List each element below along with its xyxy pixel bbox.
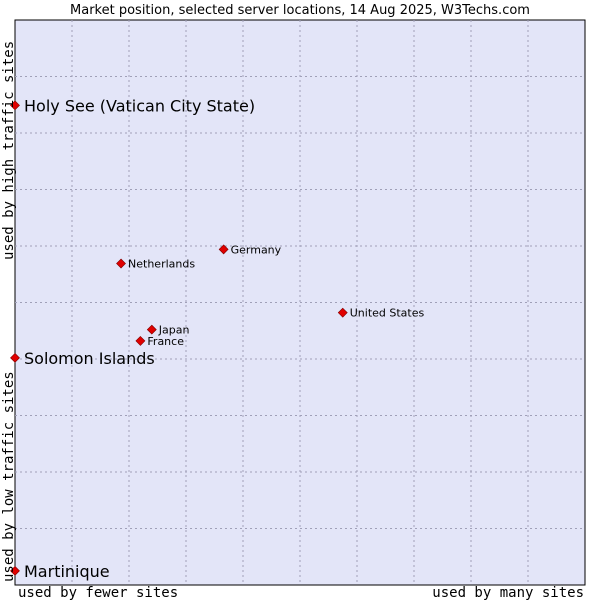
data-point-germany: Germany: [218, 243, 282, 256]
point-marker: [135, 335, 146, 346]
chart-title: Market position, selected server locatio…: [70, 3, 530, 18]
data-point-france: France: [135, 335, 184, 348]
data-point-martinique: Martinique: [10, 562, 110, 581]
point-marker: [218, 244, 229, 255]
point-label: Japan: [158, 324, 190, 337]
y-axis-label-bottom: used by low traffic sites: [1, 371, 17, 582]
data-point-holy-see-vatican-city-state: Holy See (Vatican City State): [10, 96, 255, 115]
data-points: Holy See (Vatican City State) Solomon Isl…: [10, 96, 425, 581]
point-marker: [10, 100, 20, 111]
data-point-japan: Japan: [146, 324, 190, 337]
point-label: Solomon Islands: [24, 349, 155, 368]
grid-lines: [15, 20, 585, 585]
data-point-netherlands: Netherlands: [116, 258, 195, 271]
point-marker: [146, 324, 157, 335]
x-axis-label-right: used by many sites: [432, 585, 584, 600]
point-label: Netherlands: [128, 258, 195, 271]
point-marker: [116, 258, 126, 269]
point-label: Martinique: [24, 562, 110, 581]
x-axis-label-left: used by fewer sites: [18, 585, 178, 600]
point-label: France: [147, 335, 184, 348]
point-marker: [337, 307, 348, 318]
point-label: Germany: [231, 243, 282, 256]
point-marker: [10, 565, 20, 576]
y-axis-label-top: used by high traffic sites: [1, 41, 17, 260]
point-label: Holy See (Vatican City State): [24, 96, 255, 115]
data-point-united-states: United States: [337, 307, 425, 320]
data-point-solomon-islands: Solomon Islands: [10, 349, 155, 368]
point-marker: [10, 352, 20, 363]
point-label: United States: [350, 307, 425, 320]
